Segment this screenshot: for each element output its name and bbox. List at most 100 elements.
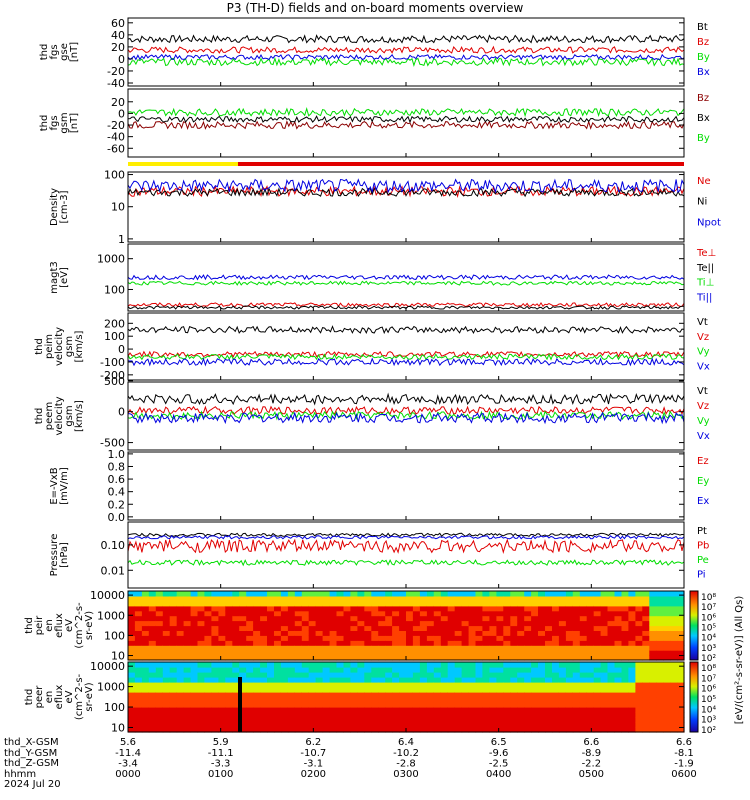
spectrogram-cell [461, 655, 470, 661]
spectrogram-cell [614, 662, 622, 668]
spectrogram-cell [260, 697, 268, 703]
spectrogram-cell [482, 697, 490, 703]
spectrogram-cell [287, 707, 296, 713]
spectrogram-cell [399, 672, 407, 678]
spectrogram-cell [134, 687, 143, 693]
spectrogram-cell [524, 640, 532, 646]
spectrogram-cell [593, 687, 602, 693]
spectrogram-cell [419, 600, 428, 607]
spectrogram-cell [287, 662, 296, 668]
spectrogram-cell [155, 667, 164, 673]
spectrogram-cell [406, 595, 414, 602]
spectrogram-cell [635, 702, 643, 708]
spectrogram-cell [162, 650, 171, 656]
spectrogram-cell [371, 615, 379, 622]
spectrogram-cell [649, 662, 657, 668]
spectrogram-cell [287, 605, 296, 612]
spectrogram-cell [322, 712, 331, 718]
spectrogram-cell [406, 591, 414, 597]
spectrogram-cell [454, 615, 463, 622]
spectrogram-cell [565, 620, 574, 627]
spectrogram-cell [134, 625, 143, 631]
spectrogram-cell [322, 591, 331, 597]
spectrogram-cell [461, 697, 470, 703]
spectrogram-cell [621, 650, 629, 656]
y-label-line: peer [34, 685, 45, 709]
spectrogram-cell [593, 717, 602, 723]
spectrogram-cell [440, 667, 449, 673]
spectrogram-cell [510, 630, 518, 636]
spectrogram-cell [232, 591, 240, 597]
ephemeris-value: 0400 [486, 769, 511, 780]
spectrogram-cell [239, 702, 247, 708]
spectrogram-cell [134, 615, 143, 622]
spectrogram-cell [419, 635, 428, 641]
spectrogram-cell [670, 722, 678, 728]
spectrogram-cell [482, 640, 490, 646]
spectrogram-cell [642, 650, 650, 656]
spectrogram-cell [579, 672, 588, 678]
spectrogram-cell [371, 630, 379, 636]
y-label-line: peim [44, 334, 55, 359]
spectrogram-cell [600, 635, 609, 641]
spectrogram-cell [565, 625, 574, 631]
spectrogram-cell [677, 662, 685, 668]
spectrogram-cell [128, 717, 136, 723]
spectrogram-cell [600, 667, 609, 673]
y-label-line: [mV/m] [59, 467, 70, 505]
spectrogram-cell [447, 677, 456, 683]
spectrogram-cell [392, 727, 400, 733]
spectrogram-cell [489, 692, 497, 698]
spectrogram-cell [531, 625, 539, 631]
spectrogram-cell [524, 712, 532, 718]
spectrogram-cell [371, 610, 379, 617]
spectrogram-cell [378, 610, 386, 617]
spectrogram-cell [656, 655, 664, 661]
spectrogram-cell [663, 727, 671, 733]
spectrogram-cell [593, 702, 602, 708]
spectrogram-cell [621, 712, 629, 718]
spectrogram-cell [642, 687, 650, 693]
spectrogram-cell [218, 687, 226, 693]
spectrogram-cell [552, 605, 560, 612]
spectrogram-cell [572, 667, 581, 673]
spectrogram-cell [677, 630, 685, 636]
spectrogram-cell [176, 687, 185, 693]
spectrogram-cell [197, 630, 205, 636]
spectrogram-cell [406, 600, 414, 607]
spectrogram-cell [218, 650, 226, 656]
spectrogram-cell [225, 645, 233, 651]
spectrogram-cell [399, 692, 407, 698]
spectrogram-cell [419, 687, 428, 693]
spectrogram-cell [419, 672, 428, 678]
spectrogram-cell [663, 645, 671, 651]
spectrogram-cell [141, 655, 150, 661]
spectrogram-cell [134, 717, 143, 723]
spectrogram-cell [183, 591, 192, 597]
spectrogram-cell [468, 687, 477, 693]
spectrogram-cell [267, 707, 275, 713]
spectrogram-cell [614, 707, 622, 713]
spectrogram-cell [239, 682, 247, 688]
spectrogram-cell [385, 595, 393, 602]
spectrogram-cell [378, 600, 386, 607]
spectrogram-cell [558, 655, 567, 661]
spectrogram-cell [190, 722, 199, 728]
spectrogram-cell [162, 635, 171, 641]
spectrogram-cell [350, 702, 358, 708]
spectrogram-cell [635, 677, 643, 683]
y-label-line: fgs [49, 44, 60, 59]
spectrogram-cell [218, 591, 226, 597]
spectrogram-cell [426, 650, 435, 656]
y-tick-label: 1.0 [108, 448, 126, 461]
spectrogram-cell [642, 672, 650, 678]
spectrogram-cell [280, 615, 289, 622]
spectrogram-cell [204, 615, 212, 622]
spectrogram-cell [468, 712, 477, 718]
spectrogram-cell [329, 712, 338, 718]
spectrogram-cell [267, 620, 275, 627]
spectrogram-cell [246, 635, 254, 641]
spectrogram-cell [176, 595, 185, 602]
spectrogram-cell [232, 682, 240, 688]
spectrogram-cell [454, 595, 463, 602]
